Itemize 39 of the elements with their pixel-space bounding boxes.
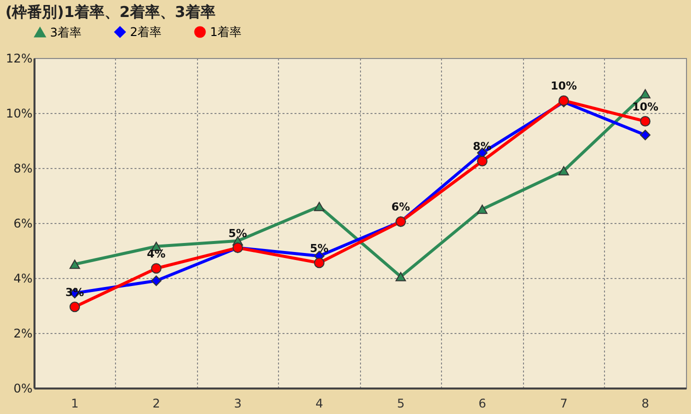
point — [640, 130, 650, 140]
point — [640, 116, 650, 126]
y-tick-label: 10% — [6, 106, 32, 120]
x-tick-label: 5 — [396, 396, 405, 410]
data-label: 10% — [632, 100, 658, 114]
x-tick-label: 6 — [478, 396, 486, 410]
data-label: 5% — [228, 226, 248, 240]
legend-label: 3着率 — [50, 25, 82, 40]
point — [396, 272, 406, 282]
point — [558, 166, 569, 176]
y-tick-label: 12% — [6, 52, 32, 66]
data-label: 4% — [146, 247, 166, 260]
point — [640, 89, 650, 98]
data-label: 6% — [391, 200, 410, 214]
x-tick-label: 1 — [70, 396, 79, 410]
y-tick-label: 4% — [13, 272, 32, 286]
x-tick-label: 8 — [641, 396, 650, 410]
data-label: 3% — [65, 286, 84, 299]
y-tick-label: 0% — [13, 382, 32, 396]
legend-label: 2着率 — [130, 25, 162, 39]
x-tick-label: 2 — [152, 396, 160, 410]
x-tick-label: 3 — [234, 396, 242, 410]
y-tick-label: 6% — [13, 216, 32, 230]
point — [477, 156, 488, 166]
point — [151, 276, 162, 286]
point — [477, 204, 488, 214]
point — [314, 202, 324, 212]
y-tick-label: 2% — [13, 326, 32, 340]
point — [70, 260, 80, 269]
point — [314, 258, 324, 268]
chart-title: (枠番別)1着率、2着率、3着率 — [5, 3, 216, 21]
x-tick-label: 7 — [560, 396, 568, 410]
data-label: 5% — [310, 242, 329, 255]
point — [151, 263, 162, 274]
data-label: 10% — [550, 80, 577, 93]
point — [70, 302, 80, 312]
x-tick-label: 4 — [315, 396, 324, 410]
y-tick-label: 8% — [13, 162, 32, 176]
legend-label: 1着率 — [210, 25, 242, 39]
